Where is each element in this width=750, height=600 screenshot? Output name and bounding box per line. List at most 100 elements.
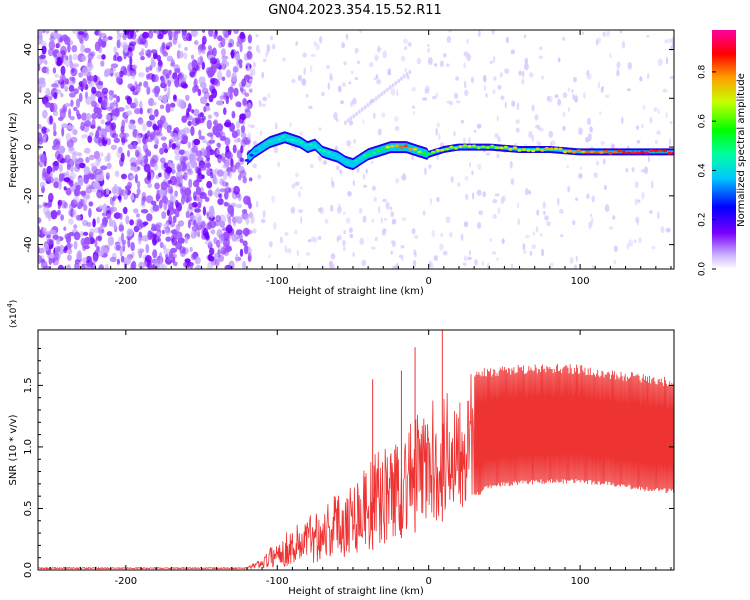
noise-blob (67, 254, 72, 261)
trace-cell (453, 146, 459, 150)
noise-blob (223, 121, 232, 127)
colorbar: 0.0 0.2 0.4 0.6 0.8 Normalized spectral ampl… (698, 30, 747, 277)
noise-blob (47, 48, 54, 57)
noise-blob (239, 248, 244, 257)
noise-blob (195, 150, 203, 157)
noise-speck (284, 232, 289, 236)
noise-blob (221, 227, 229, 232)
noise-blob (68, 232, 75, 237)
noise-blob (165, 166, 173, 174)
noise-blob (215, 100, 224, 106)
y-tick-label: 40 (23, 43, 34, 56)
noise-blob (199, 112, 205, 118)
noise-blob (92, 218, 96, 228)
noise-blob (193, 191, 197, 201)
noise-blob (209, 77, 215, 85)
noise-speck (389, 206, 393, 211)
noise-speck (464, 175, 469, 181)
noise-speck (462, 262, 467, 266)
noise-blob (232, 66, 239, 73)
noise-blob (117, 195, 122, 201)
noise-blob (226, 151, 233, 160)
noise-blob (209, 247, 215, 256)
noise-blob (239, 63, 243, 69)
noise-speck (621, 116, 624, 124)
noise-speck (436, 122, 441, 128)
noise-blob (143, 158, 148, 165)
noise-blob (170, 130, 176, 137)
noise-speck (378, 128, 382, 136)
trace-cell (362, 154, 368, 158)
noise-speck (662, 88, 668, 93)
noise-blob (79, 190, 87, 196)
noise-speck (301, 78, 307, 86)
noise-speck (250, 216, 255, 224)
noise-speck (474, 259, 478, 266)
x-tick-label: 0 (425, 576, 431, 587)
noise-speck (391, 218, 397, 225)
noise-speck (656, 130, 661, 135)
noise-speck (413, 249, 417, 256)
noise-blob (65, 132, 72, 142)
noise-blob (216, 154, 223, 159)
noise-blob (149, 107, 153, 116)
noise-blob (83, 147, 91, 154)
noise-blob (150, 172, 154, 180)
noise-blob (46, 234, 51, 239)
noise-blob (205, 158, 210, 168)
noise-blob (70, 99, 74, 108)
noise-blob (117, 55, 123, 62)
noise-blob (125, 69, 133, 77)
trace-cell (308, 143, 313, 147)
noise-speck (435, 92, 439, 99)
noise-blob (196, 156, 204, 163)
noise-speck (349, 116, 353, 121)
noise-speck (431, 230, 436, 238)
trace-cell (521, 148, 527, 152)
noise-blob (61, 126, 65, 137)
noise-speck (549, 262, 554, 268)
noise-blob (149, 133, 154, 140)
noise-blob (166, 124, 172, 134)
noise-blob (73, 231, 81, 241)
noise-blob (172, 37, 178, 45)
noise-speck (409, 42, 412, 48)
noise-speck (383, 217, 387, 221)
noise-blob (167, 87, 171, 96)
noise-speck (422, 210, 426, 216)
noise-speck (371, 185, 377, 191)
noise-blob (209, 256, 215, 262)
noise-speck (654, 139, 658, 145)
noise-blob (198, 135, 206, 140)
noise-blob (101, 246, 108, 254)
noise-blob (39, 54, 46, 60)
colorbar-tick-label: 0.0 (698, 262, 708, 277)
noise-speck (562, 125, 566, 131)
noise-speck (486, 152, 490, 156)
noise-speck (360, 107, 364, 112)
noise-blob (237, 137, 241, 143)
noise-speck (621, 40, 626, 49)
noise-blob (151, 200, 157, 206)
noise-speck (669, 121, 673, 125)
noise-speck (646, 73, 650, 80)
noise-blob (182, 156, 188, 162)
spectrogram-y-label: Frequency (Hz) (8, 112, 19, 188)
noise-speck (299, 131, 304, 136)
noise-blob (154, 182, 160, 190)
noise-speck (362, 119, 365, 125)
noise-blob (54, 150, 61, 160)
noise-blob (189, 246, 193, 252)
noise-blob (114, 170, 120, 177)
noise-blob (145, 195, 154, 204)
noise-speck (642, 104, 646, 110)
noise-blob (111, 133, 119, 139)
noise-speck (524, 62, 529, 71)
noise-blob (171, 236, 177, 246)
noise-blob (64, 36, 70, 45)
noise-blob (174, 68, 181, 74)
trace-cell (372, 151, 377, 155)
noise-speck (375, 74, 379, 80)
noise-blob (82, 66, 89, 77)
noise-speck (567, 185, 571, 193)
